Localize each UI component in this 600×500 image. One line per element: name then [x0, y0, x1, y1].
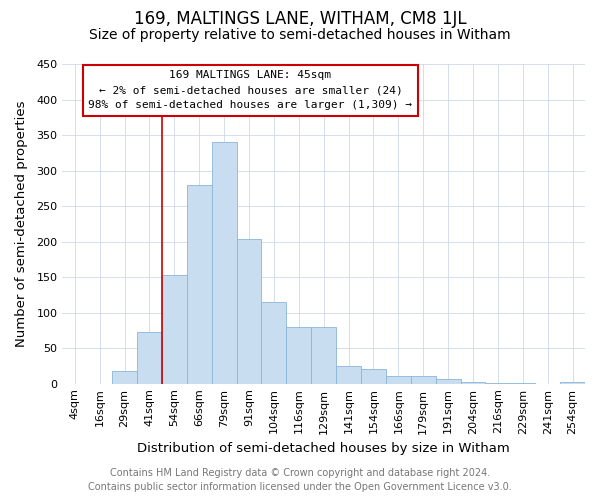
- Bar: [511, 383, 535, 384]
- Bar: [187, 185, 212, 384]
- Bar: [286, 327, 311, 384]
- Y-axis label: Number of semi-detached properties: Number of semi-detached properties: [15, 100, 28, 347]
- Bar: [137, 332, 162, 384]
- X-axis label: Distribution of semi-detached houses by size in Witham: Distribution of semi-detached houses by …: [137, 442, 510, 455]
- Bar: [112, 371, 137, 384]
- Bar: [485, 383, 511, 384]
- Bar: [262, 302, 286, 384]
- Bar: [386, 376, 411, 384]
- Bar: [461, 382, 485, 384]
- Bar: [212, 142, 236, 384]
- Text: Contains HM Land Registry data © Crown copyright and database right 2024.
Contai: Contains HM Land Registry data © Crown c…: [88, 468, 512, 492]
- Bar: [560, 382, 585, 384]
- Bar: [361, 370, 386, 384]
- Bar: [311, 327, 336, 384]
- Bar: [336, 366, 361, 384]
- Text: Size of property relative to semi-detached houses in Witham: Size of property relative to semi-detach…: [89, 28, 511, 42]
- Bar: [436, 380, 461, 384]
- Text: 169, MALTINGS LANE, WITHAM, CM8 1JL: 169, MALTINGS LANE, WITHAM, CM8 1JL: [134, 10, 466, 28]
- Bar: [411, 376, 436, 384]
- Text: 169 MALTINGS LANE: 45sqm
← 2% of semi-detached houses are smaller (24)
98% of se: 169 MALTINGS LANE: 45sqm ← 2% of semi-de…: [88, 70, 412, 110]
- Bar: [162, 275, 187, 384]
- Bar: [236, 239, 262, 384]
